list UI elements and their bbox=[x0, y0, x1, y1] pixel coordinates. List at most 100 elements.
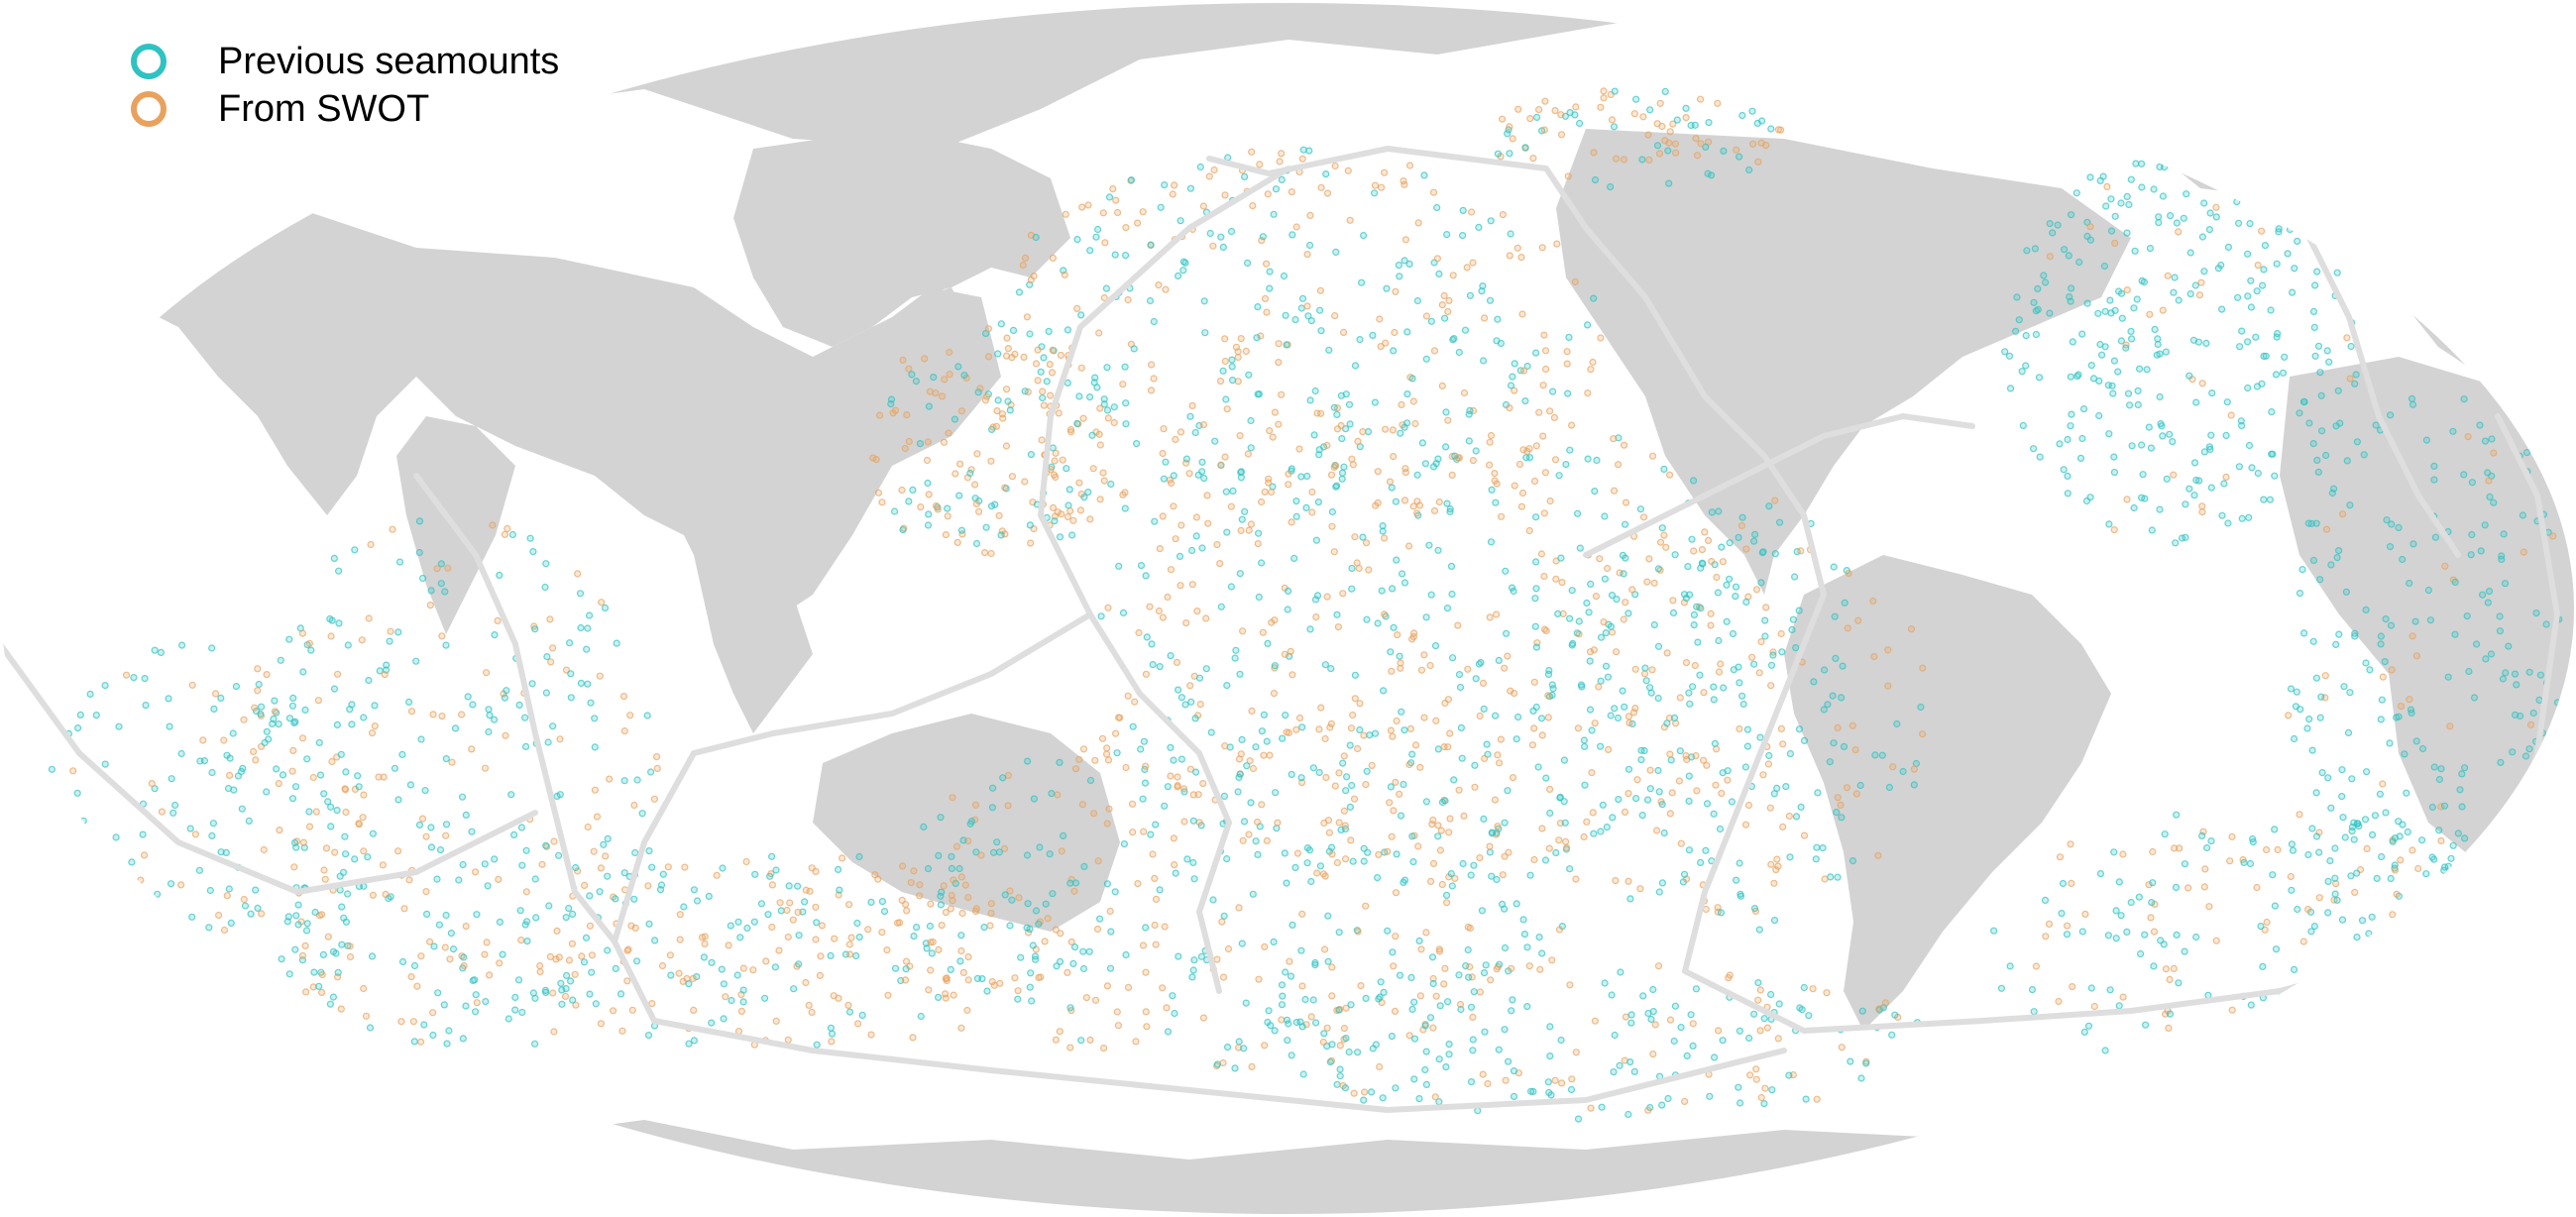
previous-seamount-point bbox=[557, 979, 565, 987]
swot-seamount-point bbox=[925, 986, 933, 994]
previous-seamount-point bbox=[1311, 958, 1319, 967]
swot-seamount-point bbox=[1307, 1013, 1315, 1021]
swot-seamount-point bbox=[1001, 484, 1009, 492]
swot-seamount-point bbox=[1460, 388, 1469, 397]
previous-seamount-point bbox=[398, 957, 407, 966]
previous-seamount-point bbox=[2183, 190, 2190, 198]
previous-seamount-point bbox=[1298, 294, 1307, 302]
swot-seamount-point bbox=[1435, 947, 1444, 955]
previous-seamount-point bbox=[1064, 379, 1071, 387]
previous-seamount-point bbox=[2304, 850, 2312, 859]
previous-seamount-point bbox=[2117, 912, 2125, 920]
swot-seamount-point bbox=[1257, 498, 1266, 506]
previous-seamount-point bbox=[1380, 988, 1388, 997]
previous-seamount-point bbox=[1790, 573, 1799, 581]
previous-seamount-point bbox=[1685, 591, 1694, 599]
previous-seamount-point bbox=[405, 698, 413, 707]
previous-seamount-point bbox=[1741, 763, 1750, 771]
previous-seamount-point bbox=[2180, 214, 2187, 222]
swot-seamount-point bbox=[2159, 306, 2167, 314]
previous-seamount-point bbox=[997, 320, 1005, 328]
previous-seamount-point bbox=[1493, 337, 1501, 345]
previous-seamount-point bbox=[1030, 795, 1039, 803]
swot-seamount-point bbox=[1414, 219, 1422, 227]
previous-seamount-point bbox=[966, 469, 974, 478]
previous-seamount-point bbox=[1455, 348, 1463, 357]
swot-seamount-point bbox=[1179, 785, 1188, 793]
previous-seamount-point bbox=[1421, 460, 1430, 468]
swot-seamount-point bbox=[1150, 375, 1158, 383]
previous-seamount-point bbox=[1487, 538, 1496, 546]
previous-seamount-point bbox=[1164, 783, 1173, 791]
open-circle-icon bbox=[131, 91, 167, 127]
swot-seamount-point bbox=[1777, 724, 1786, 733]
swot-seamount-point bbox=[1221, 357, 1229, 366]
previous-seamount-point bbox=[1604, 673, 1613, 681]
previous-seamount-point bbox=[1512, 900, 1520, 908]
previous-seamount-point bbox=[1190, 956, 1198, 964]
previous-seamount-point bbox=[2030, 445, 2038, 453]
swot-seamount-point bbox=[1564, 172, 1572, 180]
previous-seamount-point bbox=[1597, 633, 1606, 641]
swot-seamount-point bbox=[1838, 1044, 1846, 1051]
swot-seamount-point bbox=[869, 454, 877, 462]
previous-seamount-point bbox=[1470, 988, 1478, 996]
previous-seamount-point bbox=[955, 864, 963, 873]
swot-seamount-point bbox=[367, 540, 375, 549]
previous-seamount-point bbox=[1446, 507, 1454, 516]
swot-seamount-point bbox=[1400, 180, 1408, 188]
swot-seamount-point bbox=[1630, 110, 1638, 118]
previous-seamount-point bbox=[2224, 519, 2232, 527]
previous-seamount-point bbox=[1565, 333, 1573, 341]
swot-seamount-point bbox=[2388, 666, 2396, 674]
swot-seamount-point bbox=[2195, 291, 2203, 299]
previous-seamount-point bbox=[2341, 833, 2349, 841]
previous-seamount-point bbox=[386, 637, 393, 645]
previous-seamount-point bbox=[2244, 292, 2252, 300]
previous-seamount-point bbox=[795, 960, 803, 968]
previous-seamount-point bbox=[1716, 825, 1725, 833]
previous-seamount-point bbox=[2500, 530, 2508, 538]
swot-seamount-point bbox=[1070, 887, 1078, 895]
swot-seamount-point bbox=[1540, 126, 1548, 134]
swot-seamount-point bbox=[1845, 569, 1852, 578]
legend-label: From SWOT bbox=[218, 87, 430, 130]
swot-seamount-point bbox=[853, 1020, 862, 1028]
previous-seamount-point bbox=[2235, 219, 2243, 227]
africa-land bbox=[2280, 357, 2574, 862]
swot-seamount-point bbox=[1075, 479, 1083, 487]
previous-seamount-point bbox=[1443, 231, 1451, 239]
swot-seamount-point bbox=[1221, 335, 1229, 343]
swot-seamount-point bbox=[2068, 879, 2075, 888]
swot-seamount-point bbox=[1432, 992, 1440, 1000]
previous-seamount-point bbox=[2068, 211, 2075, 219]
swot-seamount-point bbox=[360, 984, 368, 993]
swot-seamount-point bbox=[1334, 622, 1343, 631]
previous-seamount-point bbox=[1410, 1075, 1418, 1083]
previous-seamount-point bbox=[648, 863, 656, 871]
swot-seamount-point bbox=[2055, 997, 2063, 1006]
previous-seamount-point bbox=[1757, 579, 1765, 587]
previous-seamount-point bbox=[2294, 905, 2301, 914]
swot-seamount-point bbox=[1159, 984, 1167, 992]
swot-seamount-point bbox=[1777, 629, 1785, 638]
swot-seamount-point bbox=[1199, 202, 1208, 210]
previous-seamount-point bbox=[855, 852, 863, 861]
swot-seamount-point bbox=[938, 392, 947, 400]
previous-seamount-point bbox=[1509, 996, 1516, 1004]
previous-seamount-point bbox=[1228, 363, 1236, 371]
previous-seamount-point bbox=[2303, 724, 2311, 732]
previous-seamount-point bbox=[1655, 788, 1663, 796]
previous-seamount-point bbox=[1732, 876, 1740, 884]
previous-seamount-point bbox=[1464, 945, 1472, 954]
swot-seamount-point bbox=[794, 908, 802, 917]
previous-seamount-point bbox=[1564, 389, 1572, 397]
previous-seamount-point bbox=[1378, 587, 1386, 595]
swot-seamount-point bbox=[1420, 714, 1428, 721]
swot-seamount-point bbox=[1040, 401, 1048, 409]
swot-seamount-point bbox=[2287, 872, 2295, 881]
previous-seamount-point bbox=[2148, 526, 2156, 534]
swot-seamount-point bbox=[1416, 992, 1425, 1000]
swot-seamount-point bbox=[1335, 819, 1343, 827]
previous-seamount-point bbox=[558, 1000, 566, 1008]
